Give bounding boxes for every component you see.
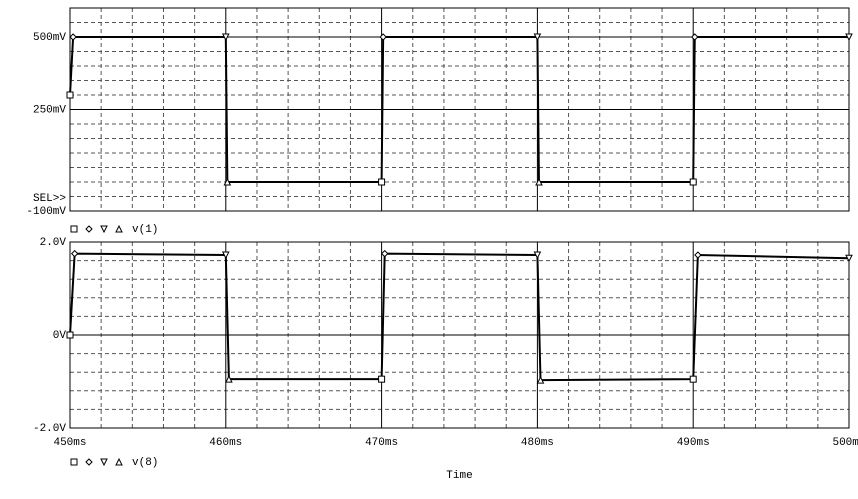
data-marker	[535, 177, 543, 186]
x-axis-label: Time	[446, 470, 472, 482]
legend-marker	[115, 457, 123, 466]
x-tick-label: 490ms	[677, 437, 710, 449]
y-tick-label: 0V	[53, 330, 67, 342]
legend-marker	[100, 458, 108, 467]
data-marker	[225, 375, 233, 383]
x-tick-label: 450ms	[53, 437, 86, 449]
plot-border	[69, 7, 850, 212]
x-tick-label: 460ms	[209, 437, 242, 449]
data-marker	[379, 33, 387, 41]
legend-marker	[115, 224, 123, 233]
data-marker	[536, 375, 545, 384]
data-marker	[381, 249, 389, 258]
data-marker	[845, 254, 853, 263]
legend-marker	[100, 225, 108, 234]
legend-marker	[70, 458, 78, 466]
data-marker	[378, 178, 386, 186]
data-marker	[223, 177, 232, 186]
data-marker	[689, 375, 697, 383]
data-marker	[378, 375, 386, 383]
data-marker	[221, 33, 230, 42]
legend-label: v(8)	[132, 457, 158, 469]
data-marker	[689, 178, 697, 186]
data-marker	[533, 251, 542, 260]
y-tick-label: -100mV	[26, 206, 66, 218]
x-tick-label: 480ms	[521, 437, 554, 449]
data-marker	[845, 33, 853, 42]
legend-label: v(1)	[132, 224, 158, 236]
y-tick-label: 500mV	[33, 32, 66, 44]
data-marker	[69, 33, 77, 41]
legend-marker	[85, 225, 93, 233]
annotation: SEL>>	[33, 193, 66, 205]
x-tick-label: 470ms	[365, 437, 398, 449]
series-line	[69, 252, 850, 382]
data-marker	[694, 251, 702, 259]
x-tick-label: 500ms	[832, 437, 858, 449]
legend-marker	[85, 458, 93, 466]
y-tick-label: 2.0V	[40, 237, 67, 249]
y-tick-label: 250mV	[33, 104, 66, 116]
data-marker	[70, 249, 79, 258]
data-marker	[221, 251, 230, 260]
data-marker	[66, 331, 74, 339]
data-marker	[66, 91, 74, 99]
data-marker	[533, 33, 542, 42]
legend-marker	[70, 225, 78, 233]
y-tick-label: -2.0V	[33, 423, 66, 435]
data-marker	[691, 33, 699, 41]
